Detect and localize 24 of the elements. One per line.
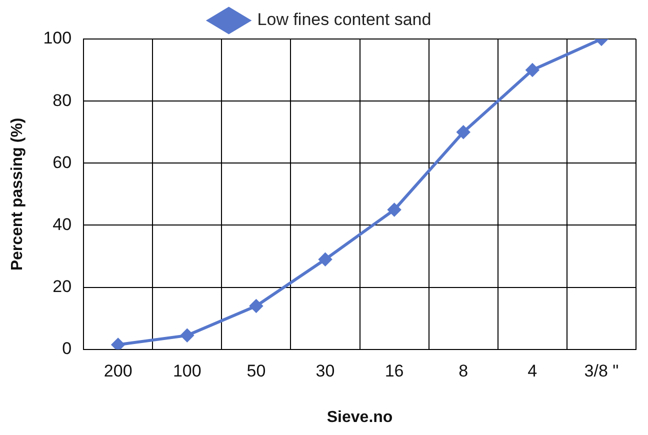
x-tick-label: 30 [316,361,335,380]
y-tick-label: 60 [52,152,72,172]
x-tick-label: 3/8 " [584,361,619,380]
y-tick-label: 40 [52,214,72,234]
point [250,299,263,312]
x-tick-label: 50 [246,361,266,380]
point [456,126,470,139]
y-tick-label: 20 [52,277,72,296]
y-axis-title: Percent passing (%) [9,118,26,271]
x-tick-label: 8 [458,361,468,380]
point [318,252,332,266]
x-tick-label: 4 [528,361,538,380]
point [112,338,125,350]
point [388,203,401,216]
point [526,64,539,77]
point [180,328,194,342]
x-tick-label: 16 [384,361,404,380]
x-axis-title: Sieve.no [326,408,393,426]
legend-label: Low fines content sand [257,10,432,30]
x-tick-label: 100 [172,361,202,380]
y-tick-label: 80 [52,90,72,110]
y-tick-label: 100 [43,28,72,48]
y-tick-label: 0 [62,339,72,358]
x-tick-label: 200 [104,361,132,380]
